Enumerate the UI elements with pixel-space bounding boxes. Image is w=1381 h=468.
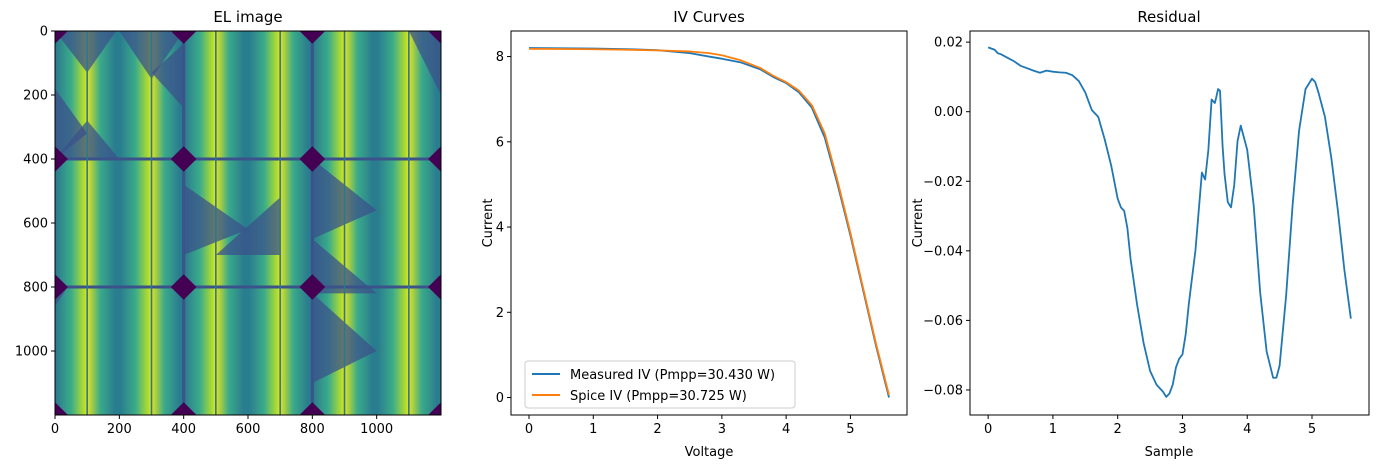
- residual-title: Residual: [1137, 8, 1200, 26]
- iv-curves-series-line-0: [528, 47, 890, 398]
- el-image-cell-corner: [55, 146, 68, 172]
- el-image-y-tick-label: 600: [23, 217, 48, 232]
- el-image-cell-corner: [299, 146, 326, 172]
- el-image-y-tick-label: 1000: [15, 345, 48, 360]
- el-image-x-tick-label: 800: [300, 422, 325, 437]
- el-image-title: EL image: [213, 8, 282, 26]
- iv-curves-title: IV Curves: [673, 8, 745, 26]
- residual-y-tick-label: −0.02: [923, 175, 963, 190]
- el-image-crack-region: [55, 88, 88, 159]
- el-image-y-tick-label: 0: [40, 25, 48, 40]
- iv-curves-x-tick-label: 4: [782, 422, 790, 437]
- el-image-x-tick-label: 0: [51, 422, 59, 437]
- el-image-x-ticks: 0 200 400 600 800 1000: [51, 415, 393, 437]
- el-image-cell-corner: [170, 274, 197, 300]
- iv-curves-x-tick-label: 5: [846, 422, 854, 437]
- el-image-y-ticks: 0 200 400 600 800 1000: [15, 25, 55, 360]
- residual-y-tick-label: 0.02: [934, 36, 963, 51]
- residual-x-tick-label: 5: [1308, 422, 1316, 437]
- iv-curves-y-tick-label: 0: [496, 391, 504, 406]
- el-image-cell-corner: [299, 274, 326, 300]
- el-image-cell-corner: [170, 402, 197, 415]
- iv-curves-panel: IV Curves 0 1 2 3 4 5 0 2 4 6 8 Voltage Current M…: [481, 8, 908, 460]
- el-image-heatmap: [55, 31, 441, 415]
- el-image-y-tick-label: 800: [23, 281, 48, 296]
- el-image-crack-region: [408, 31, 441, 95]
- residual-x-tick-label: 2: [1114, 422, 1122, 437]
- el-image-cell-corner: [428, 274, 441, 300]
- el-image-cell-corner: [299, 31, 326, 44]
- iv-curves-x-ticks: 0 1 2 3 4 5: [525, 415, 855, 437]
- el-image-crack-region: [55, 31, 117, 73]
- residual-y-tick-label: 0.00: [934, 105, 963, 120]
- iv-curves-x-tick-label: 2: [653, 422, 661, 437]
- iv-curves-frame: [510, 30, 908, 416]
- residual-x-tick-label: 1: [1049, 422, 1057, 437]
- el-image-x-tick-label: 600: [236, 422, 261, 437]
- iv-curves-series-line-1: [528, 48, 890, 396]
- iv-curves-x-tick-label: 3: [718, 422, 726, 437]
- residual-series-line-0: [987, 46, 1352, 398]
- iv-curves-y-ticks: 0 2 4 6 8: [496, 50, 511, 406]
- el-image-cell-corner: [170, 31, 197, 44]
- residual-panel: Residual 0 1 2 3 4 5 0.02 0.00 −0.02 −0.04 −0.06 −…: [911, 8, 1370, 460]
- iv-curves-y-tick-label: 4: [496, 221, 504, 236]
- el-image-y-tick-label: 400: [23, 153, 48, 168]
- el-image-y-tick-label: 200: [23, 89, 48, 104]
- iv-curves-legend: Measured IV (Pmpp=30.430 W) Spice IV (Pm…: [524, 360, 796, 409]
- el-image-cell-corner: [55, 31, 68, 44]
- iv-curves-x-tick-label: 0: [525, 422, 533, 437]
- residual-x-tick-label: 4: [1243, 422, 1251, 437]
- legend-box: [524, 360, 796, 409]
- legend-measured-label: Measured IV (Pmpp=30.430 W): [570, 368, 775, 383]
- residual-y-ticks: 0.02 0.00 −0.02 −0.04 −0.06 −0.08: [923, 36, 970, 398]
- el-image-x-tick-label: 400: [171, 422, 196, 437]
- residual-frame: [969, 30, 1370, 416]
- residual-y-tick-label: −0.06: [923, 314, 963, 329]
- el-image-cell-stripe: [56, 31, 115, 415]
- iv-curves-x-label: Voltage: [685, 445, 734, 460]
- iv-curves-y-tick-label: 6: [496, 135, 504, 150]
- el-image-cell-corner: [428, 402, 441, 415]
- el-image-cell-stripe: [120, 31, 179, 415]
- iv-curves-y-label: Current: [481, 199, 496, 248]
- el-image-x-tick-label: 1000: [360, 422, 393, 437]
- residual-x-label: Sample: [1145, 445, 1194, 460]
- el-image-cell-corner: [55, 402, 68, 415]
- residual-y-tick-label: −0.04: [923, 244, 963, 259]
- el-image-crack-region: [151, 43, 184, 108]
- el-image-cell-corner: [55, 274, 68, 300]
- iv-curves-y-tick-label: 2: [496, 306, 504, 321]
- el-image-cell-stripe: [378, 31, 437, 415]
- legend-spice-label: Spice IV (Pmpp=30.725 W): [570, 389, 747, 404]
- iv-curves-y-tick-label: 8: [496, 50, 504, 65]
- el-image-crack-region: [215, 197, 281, 255]
- el-image-x-tick-label: 200: [107, 422, 132, 437]
- residual-y-tick-label: −0.08: [923, 383, 963, 398]
- residual-x-ticks: 0 1 2 3 4 5: [984, 415, 1316, 437]
- el-image-panel: EL image 0 200 400 600 800 1000 0 200 400 600 800…: [15, 8, 442, 437]
- residual-x-tick-label: 3: [1178, 422, 1186, 437]
- iv-curves-x-tick-label: 1: [589, 422, 597, 437]
- el-image-cell-corner: [170, 146, 197, 172]
- el-image-cell-corner: [299, 402, 326, 415]
- residual-x-tick-label: 0: [984, 422, 992, 437]
- el-image-cell-corner: [428, 31, 441, 44]
- el-image-cell-corner: [428, 146, 441, 172]
- iv-curves-plot-area: [528, 47, 890, 398]
- residual-plot-area: [987, 46, 1352, 398]
- residual-y-label: Current: [911, 199, 926, 248]
